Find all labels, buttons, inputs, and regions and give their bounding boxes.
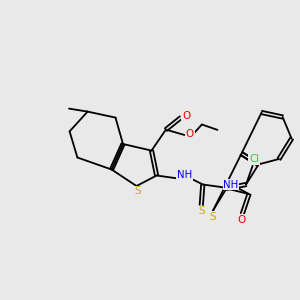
Text: NH: NH [177,170,192,181]
Text: Cl: Cl [249,154,259,164]
Text: O: O [237,215,245,225]
Text: S: S [209,212,216,222]
Text: S: S [134,186,141,197]
Text: NH: NH [224,179,238,190]
Text: O: O [185,129,194,140]
Text: O: O [182,111,190,121]
Text: S: S [199,206,205,217]
